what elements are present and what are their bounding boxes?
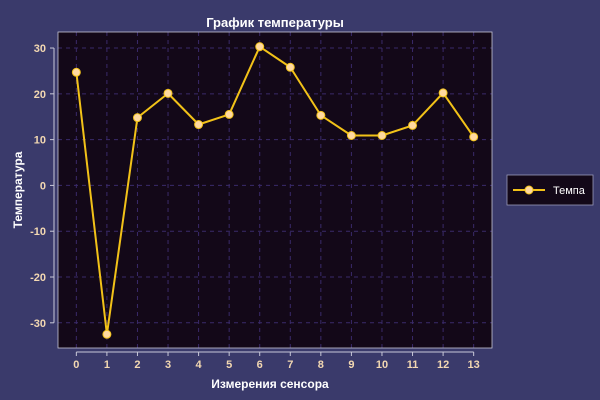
y-tick-label: 10	[34, 135, 46, 147]
legend: Темпа	[506, 174, 594, 206]
data-point	[346, 131, 356, 141]
data-point	[285, 62, 295, 72]
data-point	[71, 67, 81, 77]
x-tick-label: 11	[407, 359, 419, 371]
legend-marker-swatch	[524, 185, 534, 195]
y-tick-label: 30	[34, 43, 46, 55]
x-tick-label: 2	[134, 359, 140, 371]
data-point	[224, 109, 234, 119]
y-tick-label: 0	[40, 180, 46, 192]
data-point	[377, 131, 387, 141]
x-tick-label: 3	[165, 359, 171, 371]
series-layer	[71, 42, 479, 339]
x-tick-label: 6	[257, 359, 263, 371]
data-point	[132, 113, 142, 123]
y-tick-label: 20	[34, 89, 46, 101]
x-tick-label: 9	[348, 359, 354, 371]
data-point	[163, 88, 173, 98]
plot-area	[58, 32, 492, 348]
data-point	[102, 329, 112, 339]
y-tick-label: -30	[30, 318, 46, 330]
x-tick-label: 10	[376, 359, 388, 371]
x-tick-label: 12	[437, 359, 449, 371]
data-point	[255, 42, 265, 52]
chart-title: График температуры	[206, 15, 344, 30]
grid-lines	[58, 32, 492, 348]
data-point	[316, 110, 326, 120]
x-tick-label: 7	[287, 359, 293, 371]
x-tick-label: 13	[468, 359, 480, 371]
data-point	[408, 120, 418, 130]
x-tick-label: 1	[104, 359, 110, 371]
data-point	[469, 132, 479, 142]
y-tick-label: -10	[30, 226, 46, 238]
x-tick-label: 8	[318, 359, 324, 371]
data-point	[194, 120, 204, 130]
x-tick-label: 4	[196, 359, 203, 371]
legend-label: Темпа	[553, 185, 586, 197]
data-point	[438, 88, 448, 98]
series-line	[75, 45, 475, 336]
x-axis-label: Измерения сенсора	[211, 377, 329, 391]
x-tick-label: 0	[73, 359, 79, 371]
y-axis-label: Температура	[11, 151, 25, 228]
x-tick-label: 5	[226, 359, 232, 371]
plot-frame	[57, 31, 493, 349]
y-tick-label: -20	[30, 272, 46, 284]
